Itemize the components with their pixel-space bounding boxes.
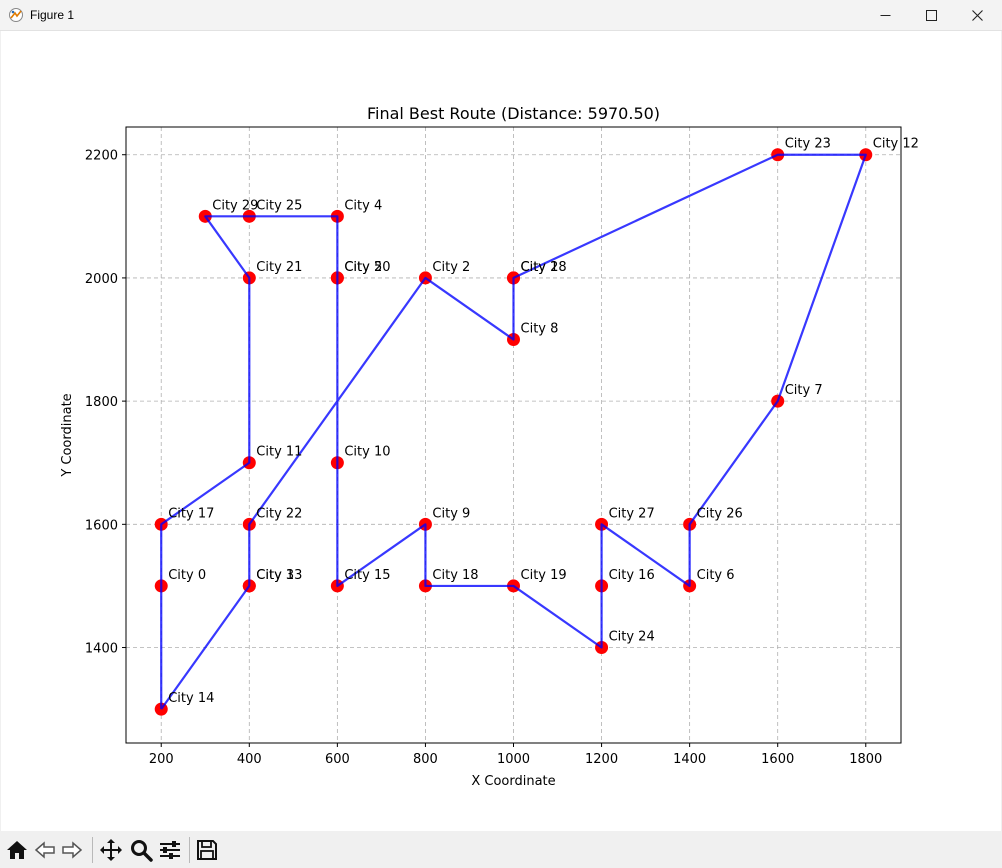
forward-button[interactable] [58, 836, 86, 864]
city-label: City 20 [344, 260, 390, 275]
city-label: City 4 [344, 198, 382, 213]
x-axis-label: X Coordinate [471, 774, 555, 789]
minimize-icon [880, 14, 890, 16]
x-tick-label: 1800 [849, 752, 882, 767]
toolbar-separator [189, 837, 190, 863]
city-label: City 16 [609, 568, 655, 583]
city-label: City 28 [521, 260, 567, 275]
city-label: City 9 [432, 506, 470, 521]
app-icon [9, 8, 23, 22]
route-line [160, 153, 867, 710]
x-tick-label: 800 [413, 752, 438, 767]
city-label: City 27 [609, 506, 655, 521]
pan-button[interactable] [97, 836, 125, 864]
title-bar: Figure 1 [0, 0, 1002, 31]
maximize-icon [925, 9, 937, 21]
x-tick-label: 1000 [497, 752, 530, 767]
city-label: City 0 [168, 568, 206, 583]
back-icon [34, 841, 55, 859]
home-button[interactable] [3, 836, 31, 864]
city-label: City 8 [521, 322, 559, 337]
city-label: City 1 [521, 260, 559, 275]
x-tick-label: 600 [325, 752, 350, 767]
configure-subplots-button[interactable] [156, 836, 184, 864]
city-label: City 12 [873, 137, 919, 152]
pan-icon [100, 839, 122, 861]
city-label: City 21 [256, 260, 302, 275]
zoom-button[interactable] [127, 836, 155, 864]
route-path [160, 153, 867, 710]
configure-subplots-icon [160, 841, 180, 859]
axis-ticks: 200 400 600 800 1000 1200 1400 1600 1800 1400 1600… [85, 149, 882, 767]
city-label: City 5 [344, 260, 382, 275]
grid [126, 127, 901, 743]
city-label: City 25 [256, 198, 302, 213]
minimize-button[interactable] [862, 0, 908, 30]
window-title: Figure 1 [30, 8, 75, 22]
y-tick-label: 2000 [85, 272, 118, 287]
city-label: City 17 [168, 506, 214, 521]
close-icon [971, 9, 983, 21]
city-label: City 13 [256, 568, 302, 583]
forward-icon [62, 841, 83, 859]
y-tick-label: 1600 [85, 518, 118, 533]
city-label: City 2 [432, 260, 470, 275]
city-label: City 26 [697, 506, 743, 521]
y-tick-label: 2200 [85, 149, 118, 164]
save-button[interactable] [193, 836, 221, 864]
chart-title: Final Best Route (Distance: 5970.50) [367, 104, 660, 123]
city-label: City 7 [785, 383, 823, 398]
city-label: City 3 [256, 568, 294, 583]
x-tick-label: 1200 [585, 752, 618, 767]
maximize-button[interactable] [908, 0, 954, 30]
navigation-toolbar [0, 831, 1002, 868]
city-label: City 15 [344, 568, 390, 583]
city-label: City 23 [785, 137, 831, 152]
city-label: City 10 [344, 445, 390, 460]
save-icon [197, 840, 217, 860]
back-button[interactable] [31, 836, 59, 864]
x-tick-label: 1400 [673, 752, 706, 767]
home-icon [7, 841, 27, 859]
close-button[interactable] [954, 0, 1000, 30]
city-label: City 18 [432, 568, 478, 583]
x-tick-label: 400 [237, 752, 262, 767]
x-tick-label: 200 [149, 752, 174, 767]
y-tick-label: 1800 [85, 395, 118, 410]
city-label: City 14 [168, 691, 214, 706]
y-axis-label: Y Coordinate [60, 393, 75, 477]
city-label: City 19 [521, 568, 567, 583]
x-tick-label: 1600 [761, 752, 794, 767]
city-label: City 6 [697, 568, 735, 583]
y-tick-label: 1400 [85, 642, 118, 657]
toolbar-separator [92, 837, 93, 863]
city-label: City 24 [609, 630, 655, 645]
city-label: City 22 [256, 506, 302, 521]
zoom-icon [131, 840, 153, 862]
city-label: City 29 [212, 198, 258, 213]
figure-canvas[interactable]: City 0 City 1 City 2 City 3 City 4 City 5 City… [1, 31, 1001, 831]
city-label: City 11 [256, 445, 302, 460]
